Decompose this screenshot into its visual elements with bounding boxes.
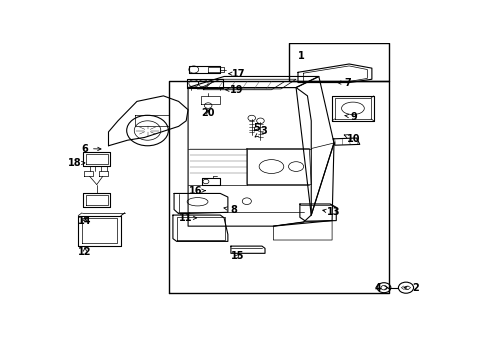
Text: 9: 9 (344, 112, 357, 122)
Text: 4: 4 (373, 283, 387, 293)
Text: 6: 6 (81, 144, 101, 153)
Text: 13: 13 (322, 207, 340, 217)
Text: 2: 2 (403, 283, 418, 293)
Text: 18: 18 (67, 158, 84, 168)
Text: 14: 14 (78, 216, 92, 226)
Text: 20: 20 (201, 108, 215, 118)
Text: 7: 7 (337, 77, 350, 87)
Text: 1: 1 (298, 51, 305, 61)
Text: 10: 10 (344, 134, 360, 144)
Text: 12: 12 (78, 247, 92, 257)
Text: 3: 3 (255, 126, 267, 137)
Text: 11: 11 (179, 213, 196, 223)
Text: 19: 19 (225, 85, 243, 95)
Text: 5: 5 (252, 123, 259, 133)
Text: 8: 8 (224, 204, 237, 215)
Text: 16: 16 (188, 186, 205, 196)
Text: 15: 15 (230, 251, 244, 261)
Text: 17: 17 (228, 69, 245, 79)
